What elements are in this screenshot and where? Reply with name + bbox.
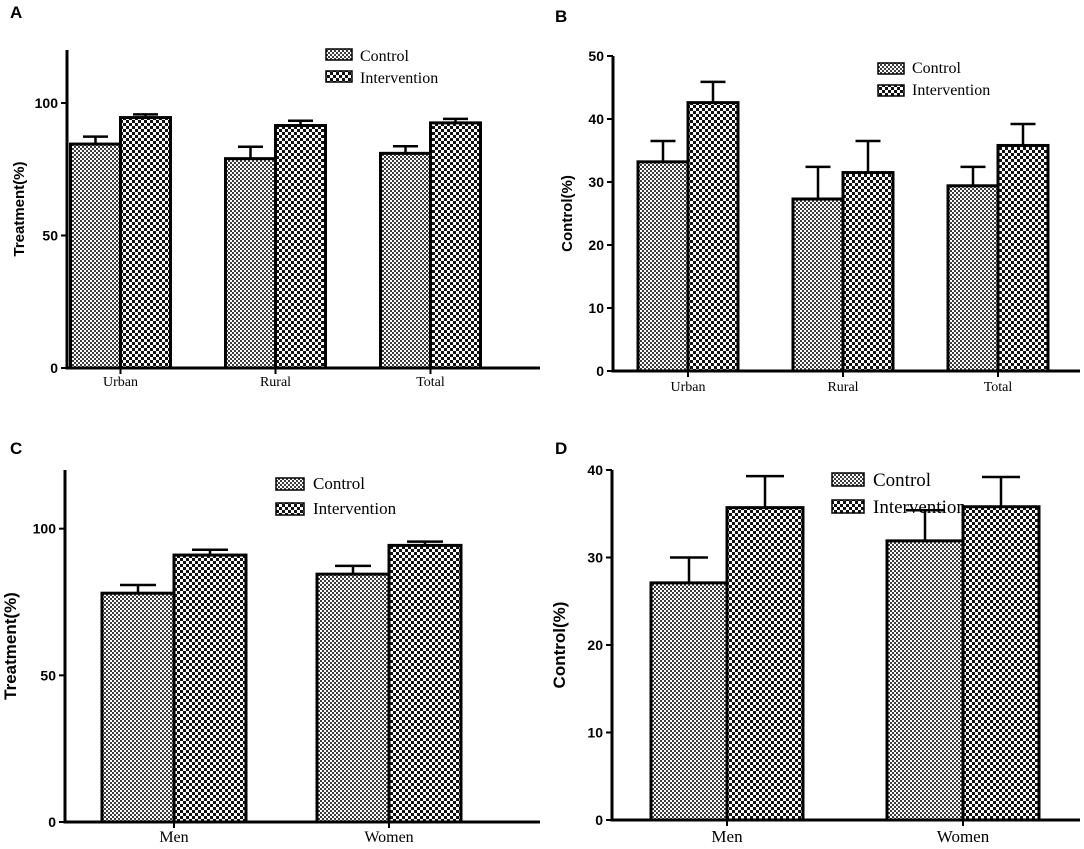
legend-swatch-intervention xyxy=(831,499,865,514)
bar-intervention-men xyxy=(172,553,248,824)
legend-label-intervention: Intervention xyxy=(313,499,397,518)
y-tick-label: 0 xyxy=(50,360,58,376)
y-tick-label: 0 xyxy=(48,814,56,830)
legend-swatch-control xyxy=(275,477,305,491)
legend-swatch-intervention xyxy=(325,70,353,83)
y-axis-title: Control(%) xyxy=(559,175,576,252)
bar-intervention-men xyxy=(725,506,805,822)
y-tick-label: 10 xyxy=(588,300,604,316)
y-tick-label: 30 xyxy=(587,550,603,566)
y-tick-label: 10 xyxy=(587,725,603,741)
bar-control-total xyxy=(946,184,1000,373)
bar-intervention-urban xyxy=(686,101,740,373)
panel-letter-a: A xyxy=(10,3,22,22)
panel-c: C 0 50 100 Men Women Treatment(%) Control Inter… xyxy=(1,439,540,846)
bar-intervention-women xyxy=(961,505,1041,822)
legend-label-control: Control xyxy=(912,60,961,77)
legend-label-control: Control xyxy=(360,48,409,65)
bar-control-total xyxy=(379,151,432,370)
y-axis-title: Treatment(%) xyxy=(1,592,20,700)
y-tick-label: 0 xyxy=(596,363,604,379)
bar-intervention-total xyxy=(996,143,1050,373)
y-axis-title: Treatment(%) xyxy=(11,161,28,256)
x-tick-label-men: Men xyxy=(159,829,188,846)
x-tick-label-urban: Urban xyxy=(103,375,138,390)
legend-swatch-control xyxy=(325,48,353,61)
legend-label-intervention: Intervention xyxy=(912,82,990,99)
legend-label-control: Control xyxy=(873,470,931,491)
x-tick-label-rural: Rural xyxy=(827,380,858,395)
panel-letter-c: C xyxy=(10,439,22,458)
y-tick-label: 20 xyxy=(588,237,604,253)
bar-control-urban xyxy=(69,142,122,370)
panel-b: B 0 10 20 30 40 50 Urban Rural Total Control(%) Co… xyxy=(555,7,1080,395)
bar-intervention-rural xyxy=(841,171,895,373)
panel-letter-b: B xyxy=(555,7,567,26)
panel-a: A 0 50 100 Urban Rural Total Treatment(%) Contr… xyxy=(10,3,540,390)
panel-letter-d: D xyxy=(555,439,567,458)
bar-intervention-urban xyxy=(119,116,172,370)
x-tick-label-total: Total xyxy=(416,375,445,390)
legend-swatch-control xyxy=(831,472,865,487)
legend-label-control: Control xyxy=(313,474,365,493)
chart-d: 0 10 20 30 40 Men Women Control(%) Control Interv… xyxy=(550,462,1080,846)
chart-c: 0 50 100 Men Women Treatment(%) Control Interve… xyxy=(1,470,540,846)
bar-control-rural xyxy=(791,197,845,373)
y-tick-label: 50 xyxy=(588,48,604,64)
x-tick-label-rural: Rural xyxy=(260,375,291,390)
x-tick-label-urban: Urban xyxy=(671,380,706,395)
x-tick-label-men: Men xyxy=(711,827,743,846)
y-tick-label: 50 xyxy=(40,667,56,683)
y-tick-label: 100 xyxy=(35,95,59,111)
x-tick-label-women: Women xyxy=(937,827,990,846)
y-tick-label: 40 xyxy=(587,462,603,478)
legend-swatch-control xyxy=(877,62,905,75)
y-tick-label: 100 xyxy=(33,521,57,537)
bar-intervention-rural xyxy=(274,124,327,370)
y-tick-label: 50 xyxy=(42,228,58,244)
x-tick-label-women: Women xyxy=(364,829,413,846)
bar-intervention-women xyxy=(387,543,463,824)
y-axis-title: Control(%) xyxy=(550,602,569,689)
bar-control-urban xyxy=(636,160,690,373)
legend-label-intervention: Intervention xyxy=(360,70,438,87)
legend-swatch-intervention xyxy=(877,84,905,97)
bar-control-rural xyxy=(224,157,277,370)
bar-control-women xyxy=(885,539,965,822)
y-tick-label: 30 xyxy=(588,174,604,190)
bar-control-men xyxy=(100,591,176,824)
y-tick-label: 40 xyxy=(588,111,604,127)
legend-label-intervention: Intervention xyxy=(873,497,966,518)
y-tick-label: 20 xyxy=(587,637,603,653)
panel-d: D 0 10 20 30 40 Men Women Control(%) Control Inte… xyxy=(550,439,1080,846)
bar-intervention-total xyxy=(429,121,482,370)
y-tick-label: 0 xyxy=(595,812,603,828)
bar-control-men xyxy=(649,581,729,822)
legend-swatch-intervention xyxy=(275,502,305,516)
chart-a: 0 50 100 Urban Rural Total Treatment(%) Control… xyxy=(11,48,540,390)
bar-control-women xyxy=(315,572,391,824)
x-tick-label-total: Total xyxy=(984,380,1013,395)
chart-b: 0 10 20 30 40 50 Urban Rural Total Control(%) Cont… xyxy=(559,48,1080,395)
